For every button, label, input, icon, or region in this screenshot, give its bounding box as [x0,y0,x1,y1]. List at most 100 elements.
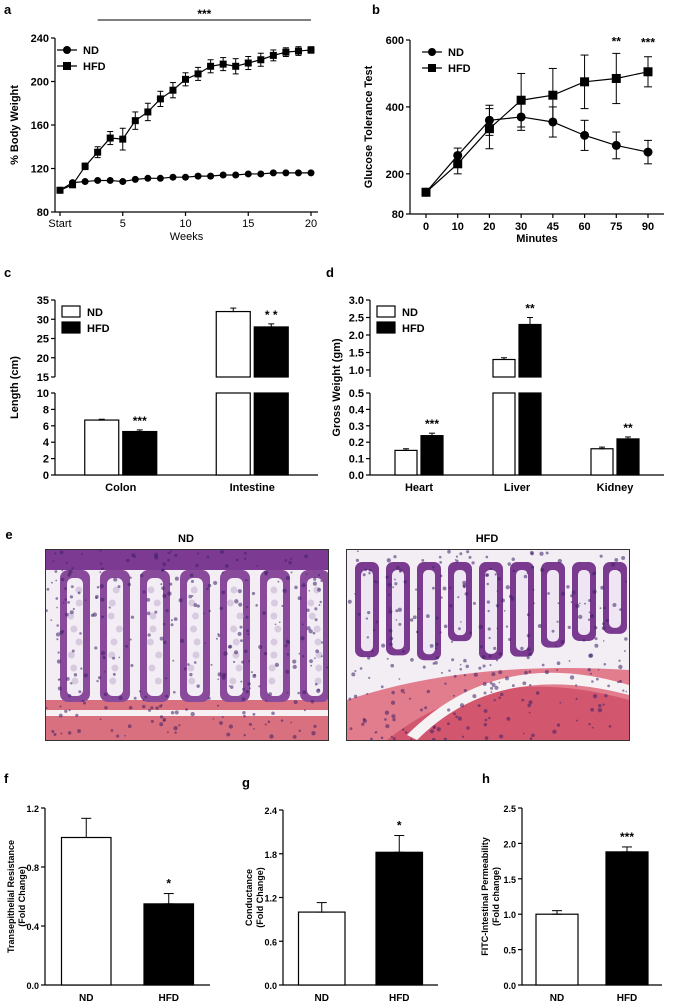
significance-label: ** [525,302,535,316]
histology-texture [347,550,629,740]
x-tick-label: ND [550,993,564,1004]
x-axis-label: Weeks [170,231,204,243]
bar [535,913,579,986]
y-axis-label: (Fold Change) [17,866,27,927]
y-tick-label: 200 [31,77,49,89]
legend-item-nd: ND [422,47,464,59]
series-nd [56,169,315,194]
bar-nd-heart [394,448,418,476]
y-tick-label: 20 [37,353,49,365]
panel-label-g: g [242,775,250,790]
data-point [81,178,89,186]
data-point [94,148,102,156]
bar-nd-kidney [590,446,614,476]
significance-label: * [166,877,171,891]
error-bar [230,307,237,313]
error-bar [268,323,275,328]
data-point [194,172,202,180]
y-tick-label: 1.0 [503,910,516,920]
y-axis-label: (Fold change) [491,867,501,926]
y-tick-label: 0.5 [503,946,516,956]
data-point [106,176,114,184]
bar-lower [253,392,289,476]
y-tick-label: 8 [43,404,49,416]
x-tick-label: ND [79,993,93,1004]
panel-label-c: c [4,265,11,280]
bar-hfd [375,835,424,986]
y-tick-label: 0.5 [349,388,364,400]
data-point [269,169,277,177]
bar [420,435,444,476]
y-tick-label: 10 [37,388,49,400]
bar-hfd-kidney [616,436,640,476]
data-point [453,159,463,169]
chart-c: 15 20 25 30 35 0 2 4 6 8 10 Length (cm) Colon *** Inte… [9,295,318,494]
data-point [194,70,202,78]
x-tick-label: HFD [158,993,179,1004]
y-tick-label: 0.3 [349,421,364,433]
x-tick-label: HFD [617,993,638,1004]
y-tick-label: 1.5 [349,348,364,360]
y-tick-label: 2.4 [264,806,277,816]
y-tick-label: 600 [386,35,404,47]
panel-label-d: d [326,265,334,280]
error-bar [501,357,507,360]
chart-h: 0.0 0.5 1.0 1.5 2.0 2.5 FITC-Intestinal Permea… [480,804,662,1004]
data-point [156,174,164,182]
bar-lower [492,392,516,476]
bar [605,851,649,986]
series-line [425,71,649,193]
data-point [182,173,189,181]
data-point [207,62,215,70]
x-tick-label: Heart [405,482,433,494]
y-axis-label: FITC-Intestinal Permeability [480,837,490,956]
legend-label: HFD [83,61,106,73]
legend-label: ND [402,307,418,319]
data-point [307,169,315,177]
error-bar [136,429,143,433]
error-bar [98,418,105,421]
x-tick-label: 75 [610,221,622,233]
significance-label: *** [425,417,439,431]
x-tick-label: 10 [452,221,464,233]
legend-item-nd: ND [376,305,418,319]
significance-label: ** [623,421,633,435]
significance-label: * * [265,308,278,322]
panel-label-a: a [4,2,12,17]
y-tick-label: 2.0 [349,330,364,342]
chart-d: 1.0 1.5 2.0 2.5 3.0 0.0 0.1 0.2 0.3 0.4 0.5 Gross W… [331,295,664,494]
panel-label-f: f [4,771,9,786]
data-point [119,135,127,143]
y-tick-label: 80 [37,207,49,219]
x-axis-label: Minutes [516,233,558,245]
error-bar [622,846,632,853]
x-tick-label: 30 [515,221,527,233]
y-tick-label: 400 [386,102,404,114]
data-point [219,171,227,179]
y-tick-label: 2.0 [503,839,516,849]
data-point [244,59,252,67]
x-tick-label: 15 [242,218,254,230]
bar-lower [215,392,251,476]
y-tick-label: 0.0 [264,981,277,991]
bar [375,851,424,986]
data-point [257,56,265,64]
panel-label-e: e [5,527,13,542]
data-point [611,73,621,83]
bar-hfd-liver [518,317,542,476]
bar [394,449,418,476]
y-tick-label: 160 [31,120,49,132]
legend-item-hfd: HFD [57,61,106,73]
data-point [144,174,152,182]
panel-label-b: b [372,2,380,17]
x-tick-label: Kidney [597,482,635,494]
significance-label: *** [133,414,147,428]
chart-f: 0.0 0.4 0.8 1.2 Transepithelial Resistance (F… [6,804,210,1004]
data-point [548,90,558,100]
legend-item-nd: ND [61,305,103,319]
error-bar [625,436,631,440]
x-tick-label: 10 [179,218,191,230]
y-tick-label: 80 [392,209,404,221]
data-point [516,95,526,105]
